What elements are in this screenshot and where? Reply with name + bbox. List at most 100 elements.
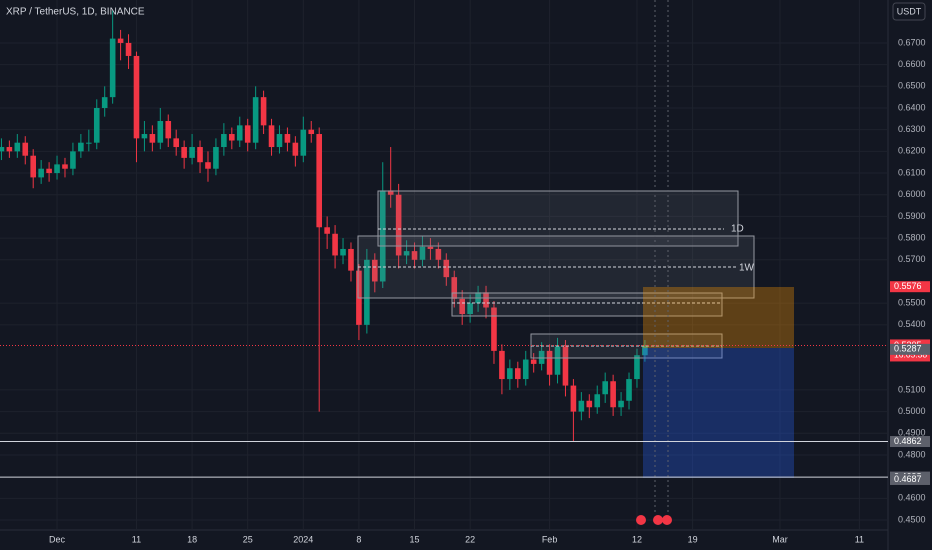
candle-body [244,125,251,143]
y-tick-label: 0.4500 [898,514,926,524]
candle-body [530,359,537,364]
candle-body [0,147,5,152]
price-label-box [890,436,930,448]
y-tick-label: 0.6200 [898,146,926,156]
candle-body [403,251,410,256]
candle-body [149,134,156,143]
x-tick-label: 12 [632,534,642,544]
candle-body [157,121,164,143]
candle-body [221,134,227,148]
candle-body [260,97,267,126]
candle-body [332,233,338,256]
candle-body [6,147,13,152]
x-tick-label: 8 [356,534,361,544]
price-label: 0.5287 [894,344,922,354]
candle-body [372,259,378,282]
event-icon[interactable] [653,515,663,525]
candle-body [117,38,124,43]
candle-body [86,142,92,144]
candle-body [586,400,593,408]
currency[interactable]: USDT [897,6,922,16]
candle-body [109,38,116,98]
candle-body [276,134,283,148]
candle-body [348,248,354,271]
price-label-box [890,281,930,293]
candle-body [387,190,394,195]
y-tick-label: 0.5900 [898,211,926,221]
y-tick-label: 0.6300 [898,124,926,134]
candle-body [22,142,29,156]
candle-body [340,248,346,256]
candle-body [467,303,473,315]
x-tick-label: 11 [855,534,864,544]
candle-body [602,381,608,395]
currency-button[interactable] [892,2,926,21]
candle-body [570,385,577,412]
candle-body [133,55,140,139]
price-label: 0.5576 [894,281,922,291]
event-icon[interactable] [662,515,672,525]
x-tick-label: Dec [49,534,66,544]
zone-label: 1D [731,224,744,235]
y-tick-label: 0.5100 [898,384,926,394]
candle-body [515,368,521,380]
y-tick-label: 0.5800 [898,232,926,242]
position-target [643,287,794,348]
x-tick-label: 25 [243,534,253,544]
x-tick-label: 11 [132,534,141,544]
price-label: 0.4687 [894,474,922,484]
candle-body [93,107,100,143]
y-tick-label: 0.6000 [898,189,926,199]
candle-body [435,248,442,260]
y-tick-label: 0.5400 [898,319,926,329]
candle-body [197,147,203,163]
candle-body [14,142,21,152]
position-stop [643,348,794,478]
x-tick-label: 18 [187,534,197,544]
candle-body [610,381,616,408]
zone-label: 1W [739,263,755,274]
candle-body [634,355,640,380]
price-label-box [890,343,930,355]
candle-body [38,168,44,178]
x-tick-label: 19 [688,534,698,544]
candle-body [189,147,195,158]
event-icon[interactable] [636,515,646,525]
candle-body [30,155,37,178]
candle-body [578,400,585,412]
x-tick-label: 22 [465,534,475,544]
candle-body [491,307,497,351]
y-tick-label: 0.6400 [898,102,926,112]
x-tick-label: Feb [542,534,558,544]
x-tick-label: 15 [410,534,420,544]
candle-body [499,350,505,380]
candle-body [483,292,489,308]
candle-body [451,277,458,299]
candle-body [213,147,219,169]
candle-body [507,368,513,380]
candle-body [538,350,545,364]
candle-body [316,134,322,228]
candle-body [546,350,553,375]
y-tick-label: 0.4600 [898,493,926,503]
candle-body [125,42,132,56]
y-tick-label: 0.6700 [898,37,926,47]
x-tick-label: 2024 [293,534,313,544]
candle-body [46,168,52,174]
candle-body [395,194,402,256]
candle-body [54,164,60,174]
y-tick-label: 0.4800 [898,449,926,459]
candle-body [300,129,307,156]
candle-body [181,147,187,158]
symbol-title: XRP / TetherUS, 1D, BINANCE [6,7,145,18]
candle-body [618,400,624,408]
y-tick-label: 0.5700 [898,254,926,264]
candle-body [459,298,465,315]
y-tick-label: 0.6500 [898,81,926,91]
candle-body [229,134,235,141]
candle-body [78,142,84,152]
candle-body [205,162,211,169]
candle-body [522,359,529,380]
